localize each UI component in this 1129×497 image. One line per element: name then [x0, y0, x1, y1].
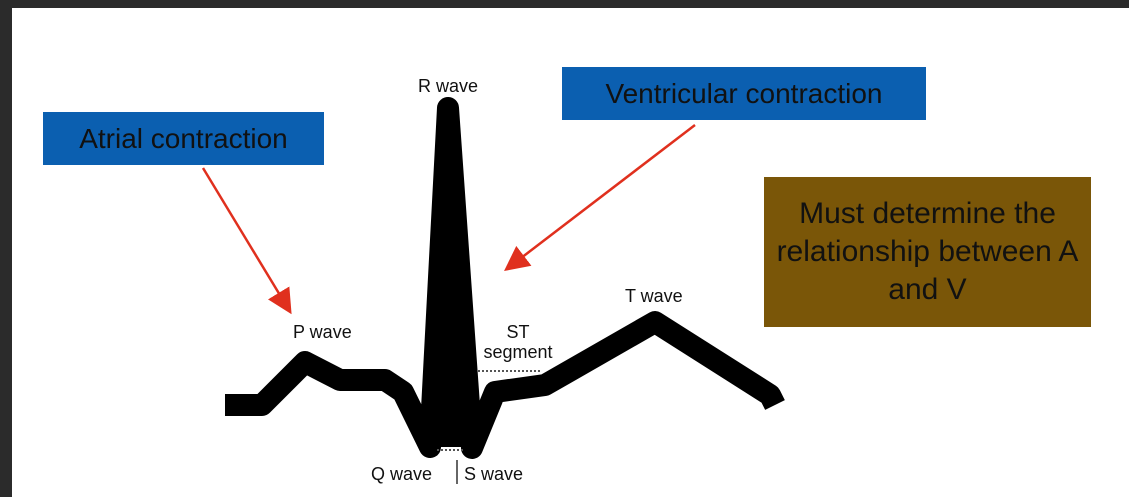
ventricular-callout: Ventricular contraction	[562, 67, 926, 120]
arrow-ventricular	[504, 124, 696, 272]
st-line: segment	[483, 342, 552, 362]
r-label: R wave	[418, 76, 478, 96]
t-label: T wave	[625, 286, 683, 306]
atrial-callout: Atrial contraction	[43, 112, 324, 165]
s-label: S wave	[464, 464, 523, 484]
note-callout: Must determine the relationship between …	[764, 177, 1091, 327]
p-label: P wave	[293, 322, 352, 342]
q-label: Q wave	[371, 464, 432, 484]
arrow-atrial	[201, 167, 292, 315]
r-peak	[437, 108, 462, 447]
ecg-trace	[225, 97, 785, 459]
st-line: ST	[506, 322, 529, 342]
st-label: ST segment	[483, 322, 552, 362]
